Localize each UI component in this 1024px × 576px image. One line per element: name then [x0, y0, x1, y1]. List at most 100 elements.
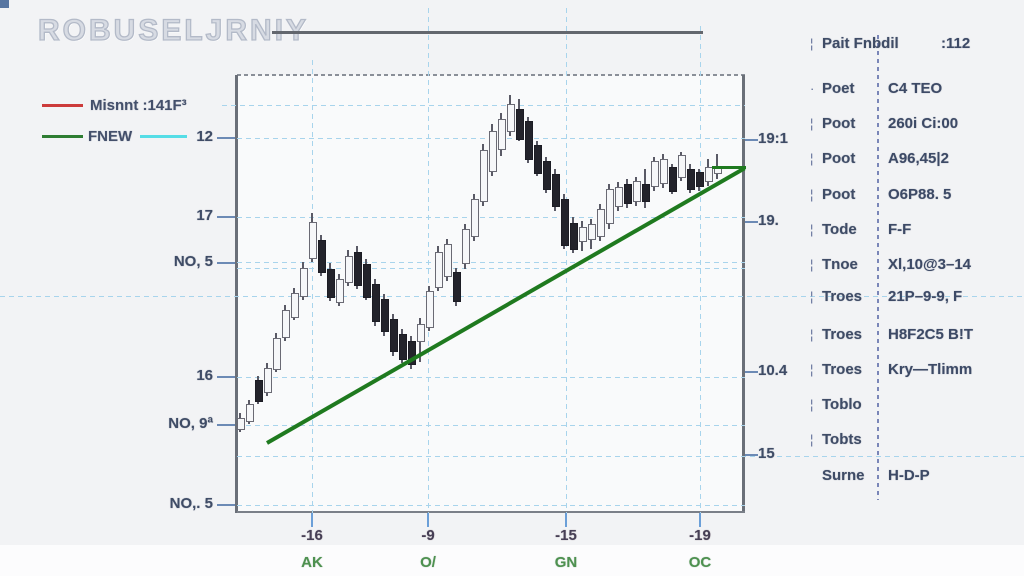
panel-row-marker: ¦ [810, 289, 814, 304]
y-axis-label-left: 12 [196, 128, 213, 145]
panel-row-value: 260i Ci:00 [888, 115, 959, 132]
panel-row[interactable]: ¦ Tnoe Xl,10@3–14 [800, 254, 1024, 278]
panel-row-value: F-F [888, 221, 912, 238]
panel-row[interactable]: ¦ Toblo [800, 394, 1024, 418]
axis-tick [699, 513, 701, 527]
candle-body [632, 181, 641, 202]
plot-border-top [237, 74, 745, 76]
candle-body [272, 338, 281, 370]
candle-body [650, 161, 659, 187]
panel-separator [877, 35, 879, 500]
candle-body [641, 184, 650, 202]
panel-row[interactable]: ¦ Poot A96,45|2 [800, 148, 1024, 172]
candle-body [677, 155, 686, 178]
axis-tick [217, 376, 235, 378]
panel-row-marker: ¦ [810, 116, 814, 131]
candle-body [263, 368, 272, 393]
panel-row-label: Tnoe [822, 256, 858, 273]
x-axis-tick-label: -19 [689, 527, 711, 544]
panel-row-value: H8F2C5 B!T [888, 326, 974, 343]
candle-body [578, 227, 587, 242]
candle-body [515, 109, 524, 140]
axis-tick [217, 137, 235, 139]
y-axis-label-left: NO, 9ª [168, 415, 213, 432]
candle-body [452, 272, 461, 302]
candle-body [290, 293, 299, 318]
gridline-v [566, 8, 567, 513]
panel-row-label: Pait Fnbdil [822, 35, 899, 52]
axis-tick [217, 262, 235, 264]
y-axis-label-right: 15 [758, 445, 775, 462]
panel-row-label: Troes [822, 288, 863, 305]
panel-row-label: Poot [822, 115, 856, 132]
candle-body [497, 119, 506, 150]
candle-body [308, 222, 317, 259]
panel-row-label: Toblo [822, 396, 862, 413]
x-axis-month-label: O/ [420, 554, 436, 571]
axis-tick [217, 504, 235, 506]
panel-row-label: Poet [822, 80, 855, 97]
plot-border-right [742, 75, 745, 513]
panel-row[interactable]: ¦ Tobts [800, 429, 1024, 453]
candle-body [254, 380, 263, 402]
candle-body [659, 159, 668, 184]
candle-body [569, 223, 578, 250]
candle-body [560, 199, 569, 246]
panel-row[interactable]: ¦ Poot O6P88. 5 [800, 184, 1024, 208]
panel-row[interactable]: ¦ Poot 260i Ci:00 [800, 113, 1024, 137]
candle-body [542, 161, 551, 190]
candle-body [488, 131, 497, 172]
panel-row[interactable]: ¦ Tode F-F [800, 219, 1024, 243]
panel-row-label: Poot [822, 186, 856, 203]
gridline-h [237, 268, 745, 269]
panel-row[interactable]: Surne H-D-P [800, 465, 1024, 489]
panel-row[interactable]: ¦ Pait Fnbdil:112 [800, 33, 1024, 57]
candle-body [326, 269, 335, 298]
axis-tick [311, 513, 313, 527]
axis-tick [745, 454, 758, 456]
panel-row-label: Poot [822, 150, 856, 167]
panel-row-marker: ¦ [810, 432, 814, 447]
panel-row-marker: · [810, 81, 815, 96]
gridline-h [237, 217, 745, 218]
info-panel: ¦ Pait Fnbdil:112 · Poet C4 TEO ¦ Poot 260i Ci:… [800, 0, 1024, 520]
candle-body [614, 187, 623, 207]
panel-row[interactable]: ¦ Troes 21P–9-9, F [800, 286, 1024, 310]
candle-body [335, 279, 344, 303]
candle-body [695, 172, 704, 187]
panel-row-value: O6P88. 5 [888, 186, 952, 203]
plot-border-bottom [237, 511, 745, 513]
candle-body [551, 174, 560, 207]
panel-row-label: Tode [822, 221, 857, 238]
candle-body [596, 209, 605, 237]
y-axis-label-right: 19. [758, 212, 779, 229]
candle-body [371, 284, 380, 322]
x-axis-month-label: OC [688, 554, 712, 571]
legend-item[interactable] [0, 128, 230, 146]
candle-body [407, 341, 416, 365]
candle-body [533, 145, 542, 174]
panel-row-value: Kry—Tlimm [888, 361, 973, 378]
panel-row-marker: ¦ [810, 397, 814, 412]
candle-body [434, 252, 443, 288]
y-axis-label-right: 10.4 [758, 362, 788, 379]
y-axis-label-left: NO,. 5 [169, 495, 213, 512]
panel-row[interactable]: · Poet C4 TEO [800, 78, 1024, 102]
legend-swatch [42, 104, 83, 107]
gridline-v [700, 26, 701, 513]
axis-tick [745, 139, 758, 141]
panel-row[interactable]: ¦ Troes H8F2C5 B!T [800, 324, 1024, 348]
legend-item[interactable]: FNEW [0, 128, 230, 146]
axis-tick [427, 513, 429, 527]
panel-row-marker: ¦ [810, 222, 814, 237]
legend-item[interactable]: Misnnt :141F³ [0, 97, 230, 115]
panel-row-value: A96,45|2 [888, 150, 949, 167]
panel-row[interactable]: ¦ Troes Kry—Tlimm [800, 359, 1024, 383]
y-axis-label-left: 17 [196, 207, 213, 224]
panel-row-marker: ¦ [810, 187, 814, 202]
panel-row-label: Surne [822, 467, 865, 484]
legend-label: FNEW [88, 128, 133, 145]
legend-swatch [42, 135, 83, 138]
